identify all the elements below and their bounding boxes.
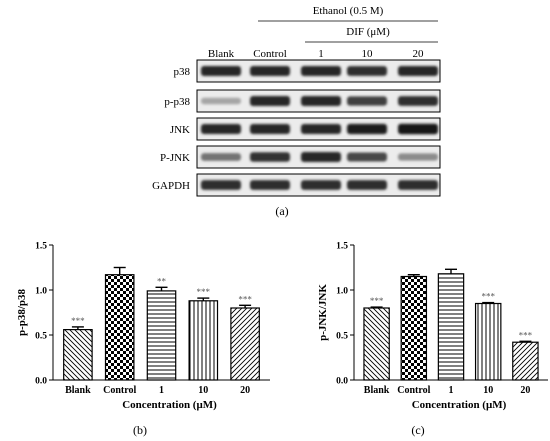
- blot-row-p38: p38: [174, 59, 441, 83]
- bar-10: [188, 300, 219, 381]
- panel-b-label: (b): [133, 423, 147, 437]
- band-p38-10: [347, 66, 387, 76]
- significance-20: ***: [519, 330, 533, 340]
- row-label-p38: p38: [174, 66, 191, 78]
- bar-1: [146, 290, 177, 381]
- band-gapdh-20: [398, 180, 438, 190]
- x-tick-label-1: 1: [449, 385, 454, 396]
- band-jnk-20: [398, 123, 438, 135]
- significance-10: ***: [481, 292, 495, 302]
- band-p-jnk-1: [301, 152, 341, 162]
- x-axis-label: Concentration (μM): [122, 399, 217, 411]
- bar-blank: [63, 329, 93, 381]
- band-jnk-blank: [201, 124, 241, 134]
- blot-row-p-jnk: P-JNK: [160, 145, 441, 169]
- x-tick-label-blank: Blank: [364, 385, 390, 396]
- western-blot-panel: Ethanol (0.5 M) DIF (μM) Blank Control 1 10…: [152, 5, 441, 218]
- band-gapdh-1: [301, 180, 341, 190]
- y-tick-label: 0.0: [35, 377, 47, 387]
- blot-row-gapdh: GAPDH: [152, 173, 441, 197]
- lane-label-10: 10: [362, 48, 374, 60]
- band-p38-20: [398, 66, 438, 76]
- band-p38-1: [301, 66, 341, 76]
- significance-blank: ***: [370, 296, 384, 306]
- band-p-jnk-blank: [201, 153, 241, 161]
- significance-20: ***: [238, 294, 252, 304]
- row-label-p-p38: p-p38: [164, 96, 190, 108]
- panel-c-label: (c): [411, 423, 424, 437]
- y-tick-label: 0.0: [336, 377, 348, 387]
- y-tick-label: 0.5: [35, 332, 47, 342]
- chart-p-p38: 0.0 0.5 1.0 1.5 p-p38/p38 *** Blank Control ** 1 *…: [16, 242, 270, 411]
- row-label-gapdh: GAPDH: [152, 180, 190, 192]
- row-label-p-jnk: P-JNK: [160, 152, 190, 164]
- band-p-p38-1: [301, 96, 341, 106]
- row-label-jnk: JNK: [170, 124, 190, 136]
- bar-20: [230, 307, 260, 381]
- lane-label-control: Control: [253, 48, 287, 60]
- x-tick-label-20: 20: [240, 385, 250, 396]
- x-tick-label-control: Control: [397, 385, 430, 396]
- band-p-jnk-control: [250, 152, 290, 162]
- bar-control: [104, 274, 135, 381]
- band-jnk-control: [250, 124, 290, 134]
- band-gapdh-10: [347, 180, 387, 190]
- x-tick-label-control: Control: [103, 385, 136, 396]
- significance-blank: ***: [71, 316, 85, 326]
- band-gapdh-control: [250, 180, 290, 190]
- bar-20: [512, 341, 539, 381]
- y-tick-label: 0.5: [336, 332, 348, 342]
- dif-header: DIF (μM): [346, 26, 390, 38]
- band-gapdh-blank: [201, 180, 241, 190]
- x-axis-label: Concentration (μM): [412, 399, 507, 411]
- band-p-p38-20: [398, 96, 438, 106]
- bar-10: [474, 302, 502, 381]
- panel-a-label: (a): [275, 204, 288, 218]
- chart-p-jnk: 0.0 0.5 1.0 1.5 p-JNK/JNK *** Blank Control 1 ***…: [317, 242, 548, 411]
- bar-control: [400, 275, 428, 381]
- band-jnk-1: [301, 124, 341, 134]
- x-tick-label-20: 20: [520, 385, 530, 396]
- y-axis-label: p-JNK/JNK: [317, 284, 329, 341]
- band-p-p38-control: [250, 96, 290, 106]
- significance-1: **: [157, 276, 167, 286]
- blot-row-p-p38: p-p38: [164, 89, 441, 113]
- band-jnk-10: [347, 123, 387, 135]
- lane-label-1: 1: [318, 48, 324, 60]
- x-tick-label-10: 10: [198, 385, 208, 396]
- lane-labels: Blank Control 1 10 20: [208, 48, 424, 60]
- lane-label-20: 20: [413, 48, 425, 60]
- band-p38-blank: [201, 66, 241, 76]
- band-p-p38-blank: [201, 97, 241, 105]
- ethanol-header: Ethanol (0.5 M): [313, 5, 384, 17]
- y-tick-label: 1.5: [35, 242, 47, 252]
- y-tick-label: 1.0: [336, 287, 348, 297]
- y-axis-label: p-p38/p38: [16, 288, 28, 336]
- band-p-p38-10: [347, 96, 387, 106]
- band-p38-control: [250, 66, 290, 76]
- blot-rows: p38 p-p38 JNK P-JNK GAPDH: [152, 59, 441, 197]
- band-p-jnk-10: [347, 152, 387, 162]
- y-tick-label: 1.5: [336, 242, 348, 252]
- blot-row-jnk: JNK: [170, 117, 441, 141]
- x-tick-label-10: 10: [483, 385, 493, 396]
- y-tick-label: 1.0: [35, 287, 47, 297]
- bar-1: [437, 273, 465, 381]
- bar-blank: [363, 307, 390, 381]
- lane-label-blank: Blank: [208, 48, 235, 60]
- x-tick-label-1: 1: [159, 385, 164, 396]
- x-tick-label-blank: Blank: [65, 385, 91, 396]
- band-p-jnk-20: [398, 153, 438, 161]
- significance-10: ***: [197, 287, 211, 297]
